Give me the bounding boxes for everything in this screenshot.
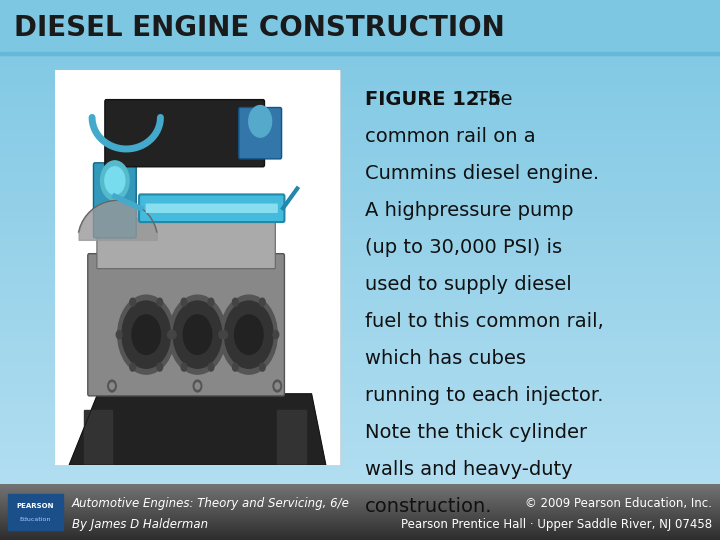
Circle shape xyxy=(105,167,125,194)
Text: Education: Education xyxy=(20,517,51,522)
Text: common rail on a: common rail on a xyxy=(365,127,536,146)
Bar xyxy=(8,494,63,530)
Circle shape xyxy=(108,380,116,392)
Circle shape xyxy=(130,363,135,371)
Text: Automotive Engines: Theory and Servicing, 6/e: Automotive Engines: Theory and Servicing… xyxy=(72,497,350,510)
Circle shape xyxy=(181,298,186,306)
Text: fuel to this common rail,: fuel to this common rail, xyxy=(365,312,604,331)
Circle shape xyxy=(168,330,174,339)
Circle shape xyxy=(249,105,271,137)
Text: By James D Halderman: By James D Halderman xyxy=(72,518,208,531)
Text: (up to 30,000 PSI) is: (up to 30,000 PSI) is xyxy=(365,238,562,257)
FancyBboxPatch shape xyxy=(139,194,284,222)
FancyBboxPatch shape xyxy=(105,99,264,167)
Circle shape xyxy=(193,380,202,392)
Circle shape xyxy=(122,301,171,368)
FancyBboxPatch shape xyxy=(88,254,284,396)
Polygon shape xyxy=(69,394,325,465)
Text: walls and heavy-duty: walls and heavy-duty xyxy=(365,460,572,479)
Text: A highpressure pump: A highpressure pump xyxy=(365,201,574,220)
FancyBboxPatch shape xyxy=(94,163,136,238)
Circle shape xyxy=(101,161,129,200)
Circle shape xyxy=(220,295,277,374)
Circle shape xyxy=(208,363,214,371)
Circle shape xyxy=(235,315,263,354)
Circle shape xyxy=(116,330,122,339)
Circle shape xyxy=(117,295,175,374)
FancyBboxPatch shape xyxy=(97,219,275,269)
Text: The: The xyxy=(470,90,513,109)
Circle shape xyxy=(169,295,226,374)
Circle shape xyxy=(273,380,282,392)
Text: running to each injector.: running to each injector. xyxy=(365,386,603,405)
Text: which has cubes: which has cubes xyxy=(365,349,526,368)
Text: Pearson Prentice Hall · Upper Saddle River, NJ 07458: Pearson Prentice Hall · Upper Saddle Riv… xyxy=(401,518,712,531)
Circle shape xyxy=(222,330,228,339)
Text: © 2009 Pearson Education, Inc.: © 2009 Pearson Education, Inc. xyxy=(525,497,712,510)
Text: construction.: construction. xyxy=(365,497,492,516)
Bar xyxy=(84,410,112,465)
Circle shape xyxy=(225,301,273,368)
Circle shape xyxy=(219,330,225,339)
Circle shape xyxy=(259,363,265,371)
Circle shape xyxy=(157,363,163,371)
Text: Cummins diesel engine.: Cummins diesel engine. xyxy=(365,164,599,183)
Circle shape xyxy=(171,330,176,339)
Circle shape xyxy=(109,383,114,389)
Text: Note the thick cylinder: Note the thick cylinder xyxy=(365,423,587,442)
Text: FIGURE 12-5: FIGURE 12-5 xyxy=(365,90,501,109)
Circle shape xyxy=(273,330,279,339)
Bar xyxy=(0,52,720,55)
Text: used to supply diesel: used to supply diesel xyxy=(365,275,572,294)
Bar xyxy=(277,410,306,465)
Text: DIESEL ENGINE CONSTRUCTION: DIESEL ENGINE CONSTRUCTION xyxy=(14,14,505,42)
FancyBboxPatch shape xyxy=(239,107,282,159)
Circle shape xyxy=(181,363,186,371)
Circle shape xyxy=(233,363,238,371)
Bar xyxy=(55,70,340,465)
Bar xyxy=(0,0,720,55)
Circle shape xyxy=(132,315,161,354)
Circle shape xyxy=(233,298,238,306)
Circle shape xyxy=(130,298,135,306)
FancyBboxPatch shape xyxy=(145,204,278,213)
Circle shape xyxy=(184,315,212,354)
Circle shape xyxy=(208,298,214,306)
Circle shape xyxy=(259,298,265,306)
Circle shape xyxy=(157,298,163,306)
Circle shape xyxy=(174,301,222,368)
Text: PEARSON: PEARSON xyxy=(17,503,54,509)
Circle shape xyxy=(275,383,279,389)
Circle shape xyxy=(195,383,199,389)
